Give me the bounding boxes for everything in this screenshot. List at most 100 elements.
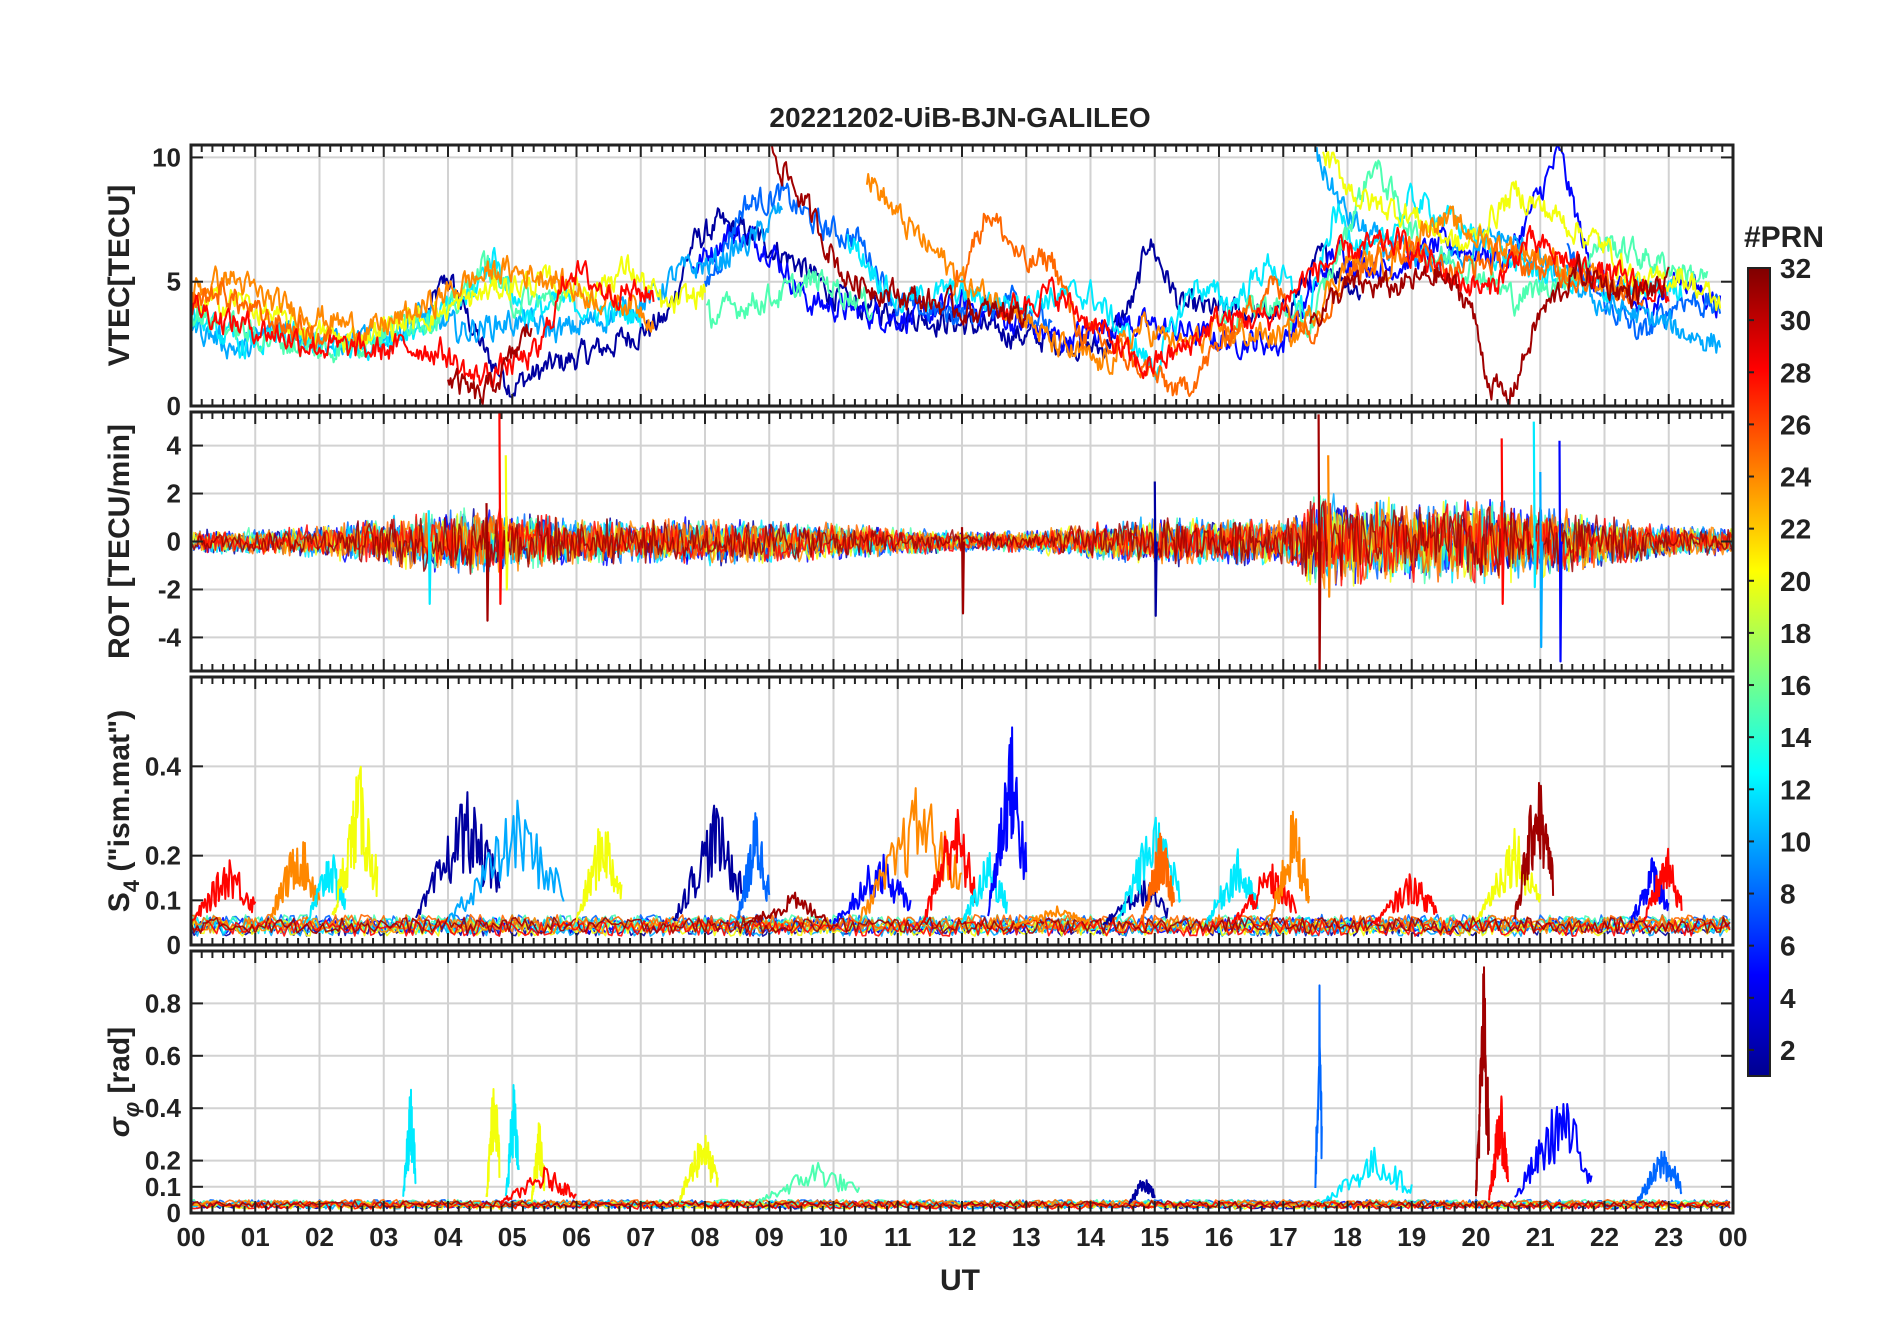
colorbar-tick-label: 18 <box>1780 618 1811 649</box>
burst-prn-20 <box>530 1122 546 1203</box>
y-label-base: S <box>103 892 136 912</box>
burst-prn-28 <box>498 1166 577 1205</box>
burst-prn-15 <box>755 1161 861 1204</box>
tick-marks <box>190 951 1734 1214</box>
burst-prn-5 <box>986 726 1028 917</box>
x-tick-label: 19 <box>1397 1222 1426 1252</box>
x-tick-label: 21 <box>1526 1222 1555 1252</box>
colorbar-tick-label: 22 <box>1780 514 1811 545</box>
baseline-prn-31 <box>191 916 1731 935</box>
tick-marks <box>190 145 1734 407</box>
burst-prn-12 <box>961 851 1008 924</box>
y-tick-label: -2 <box>158 574 181 604</box>
data-layer <box>191 412 1733 671</box>
x-tick-label: 14 <box>1076 1222 1105 1252</box>
colorbar-tick-label: 20 <box>1780 566 1811 597</box>
y-tick-label: 0 <box>167 527 181 557</box>
rot-spike-prn-24 <box>1327 455 1332 598</box>
burst-prn-28 <box>191 859 257 925</box>
burst-prn-28 <box>1642 847 1683 924</box>
baseline-prn-24 <box>191 916 1731 935</box>
colorbar-tick-label: 32 <box>1780 253 1811 284</box>
burst-prn-20 <box>331 765 379 916</box>
y-tick-label: 4 <box>167 431 182 461</box>
x-tick-label: 18 <box>1333 1222 1362 1252</box>
y-axis-label: S4 ("ism.mat") <box>103 710 144 912</box>
y-tick-label: 0 <box>167 1198 181 1228</box>
x-tick-label: 12 <box>948 1222 977 1252</box>
panel-2: -4 -2 0 2 4 ROT [TECU/min] <box>103 410 1735 673</box>
y-tick-label: 0.4 <box>145 1093 182 1123</box>
y-tick-label: 0.2 <box>145 1146 181 1176</box>
colorbar-title: #PRN <box>1744 221 1824 254</box>
x-tick-label: 00 <box>177 1222 206 1252</box>
colorbar-tick-label: 2 <box>1780 1035 1796 1066</box>
y-tick-label: 0.2 <box>145 841 181 871</box>
x-tick-label: 02 <box>305 1222 334 1252</box>
burst-prn-28 <box>1487 1095 1510 1201</box>
colorbar-tick-label: 6 <box>1780 931 1796 962</box>
burst-prn-5 <box>1629 857 1670 924</box>
rot-spike-prn-28 <box>1500 438 1505 605</box>
colorbar-tick-label: 10 <box>1780 826 1811 857</box>
y-tick-label: 0.6 <box>145 1041 181 1071</box>
chart-title: 20221202-UiB-BJN-GALILEO <box>769 102 1150 133</box>
series-prn-31 <box>447 145 1670 406</box>
burst-prn-24 <box>1013 905 1091 927</box>
burst-prn-28 <box>922 808 976 923</box>
colorbar-tick-label: 28 <box>1780 357 1811 388</box>
rot-spike-prn-28 <box>498 412 503 605</box>
burst-prn-20 <box>575 828 623 923</box>
burst-prn-24 <box>858 787 963 923</box>
x-tick-label: 17 <box>1269 1222 1298 1252</box>
burst-prn-2 <box>415 791 501 919</box>
y-tick-label: 5 <box>167 267 181 297</box>
x-tick-label: 11 <box>884 1222 912 1252</box>
x-tick-label: 06 <box>562 1222 591 1252</box>
burst-prn-10 <box>447 799 565 923</box>
x-tick-label: 15 <box>1140 1222 1169 1252</box>
panel-1: 0 5 10 VTEC[TECU] <box>103 142 1735 421</box>
y-tick-label: 0.8 <box>145 988 181 1018</box>
burst-prn-12 <box>504 1084 520 1197</box>
y-tick-label: 0.4 <box>145 751 182 781</box>
burst-prn-12 <box>1115 816 1182 923</box>
burst-prn-8 <box>1314 984 1323 1189</box>
burst-prn-24 <box>1269 810 1310 921</box>
data-layer <box>191 145 1722 406</box>
colorbar-tick-label: 12 <box>1780 774 1811 805</box>
x-tick-labels: 00 01 02 03 04 05 06 07 08 09 10 11 12 13 14 15 16 17 18 19… <box>177 1222 1748 1252</box>
x-axis-label: UT <box>940 1264 980 1297</box>
panel-4: 00.10.20.40.60.8σφ [rad] <box>103 949 1735 1228</box>
burst-prn-12 <box>402 1088 417 1197</box>
colorbar-tick-label: 4 <box>1780 983 1796 1014</box>
y-label-subscript: φ <box>119 1102 144 1117</box>
burst-prn-20 <box>678 1134 719 1203</box>
rot-spike-prn-2 <box>1153 481 1158 617</box>
tick-marks <box>190 412 1734 671</box>
y-tick-label: 0.1 <box>145 1172 181 1202</box>
colorbar-tick-label: 14 <box>1780 722 1812 753</box>
x-tick-label: 08 <box>691 1222 720 1252</box>
colorbar-tick-label: 30 <box>1780 305 1811 336</box>
y-label-rest: ("ism.mat") <box>103 710 136 880</box>
y-tick-label: -4 <box>158 622 182 652</box>
series-prn-20 <box>191 151 1722 353</box>
x-tick-label: 07 <box>626 1222 655 1252</box>
y-axis-label: ROT [TECU/min] <box>103 424 136 659</box>
burst-prn-20 <box>485 1088 501 1198</box>
rot-spike-prn-31 <box>485 503 490 622</box>
x-tick-label: 13 <box>1012 1222 1041 1252</box>
x-tick-label: 22 <box>1590 1222 1619 1252</box>
panel-3: 00.10.20.4S4 ("ism.mat") <box>103 675 1735 960</box>
burst-prn-8 <box>1635 1150 1683 1204</box>
x-tick-label: 23 <box>1654 1222 1683 1252</box>
burst-prn-24 <box>267 841 321 924</box>
rot-spike-prn-5 <box>1558 440 1563 663</box>
y-label-base: σ <box>103 1116 136 1137</box>
burst-prn-2 <box>1102 877 1169 926</box>
y-tick-label: 0 <box>167 930 181 960</box>
burst-prn-31 <box>1513 781 1555 920</box>
